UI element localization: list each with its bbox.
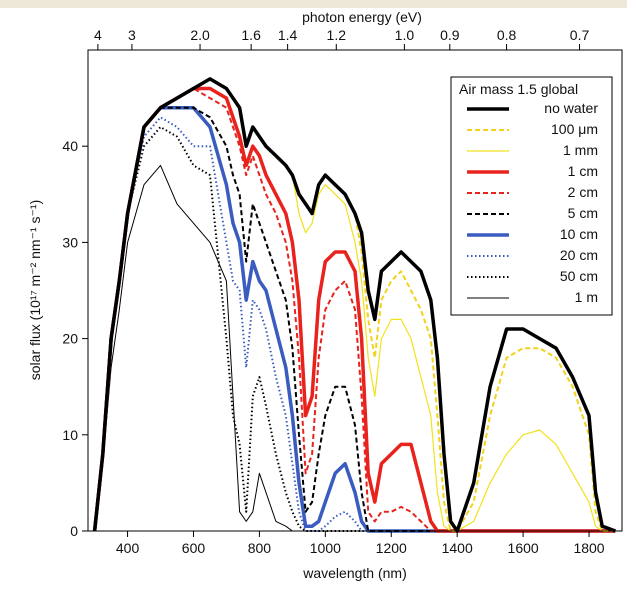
legend-label: 100 μm [551, 121, 598, 137]
x2-tick-label: 1.4 [278, 27, 298, 43]
x-tick-label: 1400 [442, 540, 473, 556]
x2-tick-label: 1.0 [395, 27, 415, 43]
x2-tick-label: 0.8 [497, 27, 517, 43]
x-tick-label: 800 [248, 540, 272, 556]
top-strip [0, 0, 627, 8]
legend-title: Air mass 1.5 global [459, 81, 578, 97]
x-tick-label: 1000 [310, 540, 341, 556]
x2-tick-label: 3 [128, 27, 136, 43]
x2-tick-label: 0.7 [570, 27, 590, 43]
x2-tick-label: 2.0 [190, 27, 210, 43]
x-tick-label: 400 [116, 540, 140, 556]
legend-label: 1 m [575, 289, 598, 305]
x2-tick-label: 4 [94, 27, 102, 43]
legend-box [450, 76, 613, 316]
plot-frame [87, 49, 623, 532]
x2-axis-label: photon energy (eV) [302, 9, 422, 25]
x2-tick-label: 1.2 [327, 27, 347, 43]
spectrum-line [92, 77, 616, 533]
legend-label: 1 mm [563, 142, 598, 158]
x-tick-label: 600 [182, 540, 206, 556]
legend-label: 1 cm [568, 163, 598, 179]
y-tick-label: 10 [62, 427, 78, 443]
legend-label: 5 cm [568, 205, 598, 221]
x2-tick-label: 1.6 [241, 27, 261, 43]
legend-label: 50 cm [560, 268, 598, 284]
y-axis-label: solar flux (10¹⁷ m⁻² nm⁻¹ s⁻¹) [27, 200, 43, 380]
x-tick-label: 1600 [508, 540, 539, 556]
legend-label: no water [544, 100, 598, 116]
legend-label: 20 cm [560, 247, 598, 263]
x-tick-label: 1800 [573, 540, 604, 556]
x-tick-label: 1200 [376, 540, 407, 556]
x-axis-label: wavelength (nm) [302, 565, 407, 581]
x2-tick-label: 0.9 [440, 27, 460, 43]
legend-label: 10 cm [560, 226, 598, 242]
y-tick-label: 40 [62, 138, 78, 154]
y-tick-label: 20 [62, 331, 78, 347]
legend-label: 2 cm [568, 184, 598, 200]
y-tick-label: 0 [70, 523, 78, 539]
y-tick-label: 30 [62, 234, 78, 250]
